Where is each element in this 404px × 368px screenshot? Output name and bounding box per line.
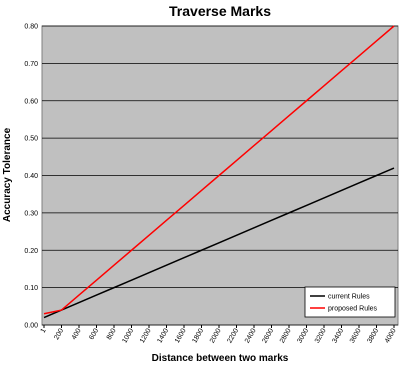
x-tick-label: 1800 [191,327,205,344]
y-tick-label: 0.10 [24,285,38,292]
x-tick-label: 1000 [121,327,135,344]
x-tick-label: 3000 [296,327,310,344]
legend-label: proposed Rules [328,306,378,313]
x-tick-label: 200 [53,327,65,341]
x-tick-label: 1400 [156,327,170,344]
y-axis-label: Accuracy Tolerance [2,127,13,222]
series-line [43,167,395,319]
x-tick-label: 2600 [261,327,275,344]
y-tick-label: 0.70 [24,61,38,68]
y-tick-label: 0.50 [24,136,38,143]
x-axis-label: Distance between two marks [152,353,289,364]
x-tick-label: 2000 [209,327,223,344]
x-tick-label: 4000 [384,327,398,344]
x-tick-label: 3200 [314,327,328,344]
series-line [43,25,395,315]
chart-title: Traverse Marks [169,3,271,19]
y-tick-label: 0.80 [24,24,38,31]
x-tick-label: 800 [106,327,118,341]
x-tick-label: 3400 [331,327,345,344]
y-tick-label: 0.30 [24,210,38,217]
x-tick-label: 400 [71,327,83,341]
x-tick-label: 2200 [226,327,240,344]
x-tick-label: 3800 [366,327,380,344]
x-tick-label: 3600 [349,327,363,344]
y-tick-label: 0.20 [24,248,38,255]
x-tick-label: 2400 [244,327,258,344]
y-tick-label: 0.60 [24,98,38,105]
y-tick-label: 0.00 [24,323,38,330]
legend-label: current Rules [328,294,370,301]
x-tick-label: 1600 [174,327,188,344]
x-tick-label: 1 [40,327,48,334]
legend-box [304,286,396,318]
x-tick-label: 1200 [139,327,153,344]
y-tick-label: 0.40 [24,173,38,180]
x-tick-label: 600 [88,327,100,341]
x-tick-label: 2800 [279,327,293,344]
